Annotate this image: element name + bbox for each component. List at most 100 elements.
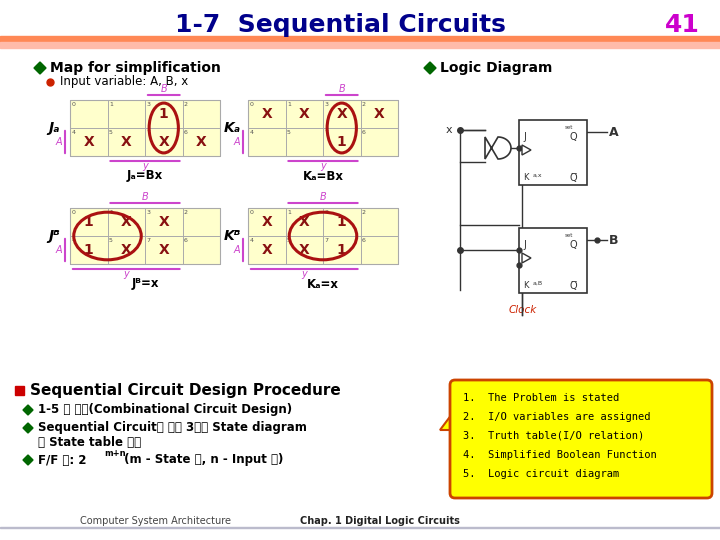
Text: 1: 1 bbox=[337, 243, 346, 257]
Text: 2: 2 bbox=[362, 210, 366, 215]
Text: 3: 3 bbox=[325, 102, 328, 107]
Text: 6: 6 bbox=[362, 238, 366, 243]
Text: Sequential Circuit Design Procedure: Sequential Circuit Design Procedure bbox=[30, 382, 341, 397]
Text: 6: 6 bbox=[184, 130, 188, 135]
Text: 7: 7 bbox=[146, 130, 150, 135]
Text: 6: 6 bbox=[184, 238, 188, 243]
Text: Map for simplification: Map for simplification bbox=[50, 61, 221, 75]
Text: y: y bbox=[142, 161, 148, 171]
Bar bbox=[519, 120, 587, 185]
Text: a,B: a,B bbox=[533, 281, 543, 286]
Text: J: J bbox=[523, 240, 526, 250]
Text: 4: 4 bbox=[71, 130, 76, 135]
Text: 0: 0 bbox=[250, 210, 253, 215]
Text: 3.  Truth table(I/O relation): 3. Truth table(I/O relation) bbox=[463, 431, 644, 441]
Text: 4: 4 bbox=[250, 130, 253, 135]
Polygon shape bbox=[34, 62, 46, 74]
Text: set: set bbox=[565, 125, 573, 130]
Text: 1: 1 bbox=[84, 215, 94, 229]
Text: Q̅: Q̅ bbox=[569, 173, 577, 183]
Text: 5: 5 bbox=[287, 130, 291, 135]
Text: K: K bbox=[523, 173, 528, 182]
Text: X: X bbox=[158, 243, 169, 257]
Text: 5: 5 bbox=[287, 238, 291, 243]
Polygon shape bbox=[23, 455, 33, 465]
Polygon shape bbox=[23, 423, 33, 433]
Text: 1: 1 bbox=[109, 210, 113, 215]
Text: Clock: Clock bbox=[509, 305, 537, 315]
Text: A: A bbox=[234, 245, 240, 255]
Text: Jₐ=Bx: Jₐ=Bx bbox=[127, 170, 163, 183]
Text: 4: 4 bbox=[71, 238, 76, 243]
Text: Q̅: Q̅ bbox=[569, 281, 577, 291]
Text: A: A bbox=[234, 137, 240, 147]
Text: 3: 3 bbox=[325, 210, 328, 215]
Text: Jᴮ: Jᴮ bbox=[48, 229, 60, 243]
Bar bbox=[70, 100, 220, 156]
Text: X: X bbox=[299, 243, 310, 257]
Text: Chap. 1 Digital Logic Circuits: Chap. 1 Digital Logic Circuits bbox=[300, 516, 460, 526]
Text: Kₐ=Bx: Kₐ=Bx bbox=[302, 170, 343, 183]
Text: X: X bbox=[261, 243, 272, 257]
Text: 1-5 절 참고(Combinational Circuit Design): 1-5 절 참고(Combinational Circuit Design) bbox=[38, 403, 292, 416]
Text: 0: 0 bbox=[71, 102, 76, 107]
Text: B: B bbox=[338, 84, 345, 94]
Text: 5: 5 bbox=[109, 130, 113, 135]
Text: 2: 2 bbox=[184, 102, 188, 107]
Text: m+n: m+n bbox=[104, 449, 125, 458]
Text: 1-7  Sequential Circuits: 1-7 Sequential Circuits bbox=[174, 13, 505, 37]
Text: 4.  Simplified Boolean Function: 4. Simplified Boolean Function bbox=[463, 450, 657, 460]
Text: X: X bbox=[261, 215, 272, 229]
Text: 1: 1 bbox=[337, 215, 346, 229]
Text: X: X bbox=[121, 135, 132, 149]
Text: X: X bbox=[158, 215, 169, 229]
Text: Q: Q bbox=[569, 240, 577, 250]
Text: 1: 1 bbox=[84, 243, 94, 257]
Text: 1: 1 bbox=[337, 135, 346, 149]
Text: X: X bbox=[84, 135, 94, 149]
Text: 5.  Logic circuit diagram: 5. Logic circuit diagram bbox=[463, 469, 619, 479]
Text: (m - State 수, n - Input 수): (m - State 수, n - Input 수) bbox=[120, 454, 284, 467]
Text: B: B bbox=[161, 84, 167, 94]
Text: F/F 수: 2: F/F 수: 2 bbox=[38, 454, 86, 467]
Text: 7: 7 bbox=[325, 130, 328, 135]
Polygon shape bbox=[522, 145, 531, 155]
Text: 2.  I/O variables are assigned: 2. I/O variables are assigned bbox=[463, 412, 650, 422]
Text: Jᴮ=x: Jᴮ=x bbox=[131, 278, 158, 291]
Text: 0: 0 bbox=[71, 210, 76, 215]
Text: X: X bbox=[299, 107, 310, 121]
Text: 7: 7 bbox=[146, 238, 150, 243]
Text: 3: 3 bbox=[146, 210, 150, 215]
Text: 1: 1 bbox=[159, 107, 168, 121]
Text: A: A bbox=[609, 125, 618, 138]
Text: Jₐ: Jₐ bbox=[48, 121, 60, 135]
Bar bbox=[0, 526, 720, 528]
Text: Kₐ: Kₐ bbox=[223, 121, 240, 135]
Text: 0: 0 bbox=[250, 102, 253, 107]
Text: K: K bbox=[523, 281, 528, 290]
Text: y: y bbox=[320, 161, 326, 171]
Text: 7: 7 bbox=[325, 238, 328, 243]
Text: y: y bbox=[123, 269, 129, 279]
Polygon shape bbox=[485, 137, 511, 159]
Text: X: X bbox=[336, 107, 347, 121]
Bar bbox=[0, 36, 720, 42]
Text: 1: 1 bbox=[287, 210, 291, 215]
Text: Computer System Architecture: Computer System Architecture bbox=[80, 516, 231, 526]
Text: y: y bbox=[302, 269, 307, 279]
Text: B: B bbox=[320, 192, 326, 202]
Text: 6: 6 bbox=[362, 130, 366, 135]
Polygon shape bbox=[424, 62, 436, 74]
Text: 3: 3 bbox=[146, 102, 150, 107]
Bar bbox=[0, 42, 720, 48]
Text: 1: 1 bbox=[109, 102, 113, 107]
Text: Input variable: A, B, x: Input variable: A, B, x bbox=[60, 76, 188, 89]
Text: A: A bbox=[55, 245, 63, 255]
Polygon shape bbox=[23, 405, 33, 415]
Polygon shape bbox=[440, 410, 455, 430]
Text: Sequential Circuit은 절차 3에서 State diagram: Sequential Circuit은 절차 3에서 State diagram bbox=[38, 422, 307, 435]
Text: 1.  The Problem is stated: 1. The Problem is stated bbox=[463, 393, 619, 403]
Text: 1: 1 bbox=[287, 102, 291, 107]
Text: set: set bbox=[565, 233, 573, 238]
Text: X: X bbox=[261, 107, 272, 121]
